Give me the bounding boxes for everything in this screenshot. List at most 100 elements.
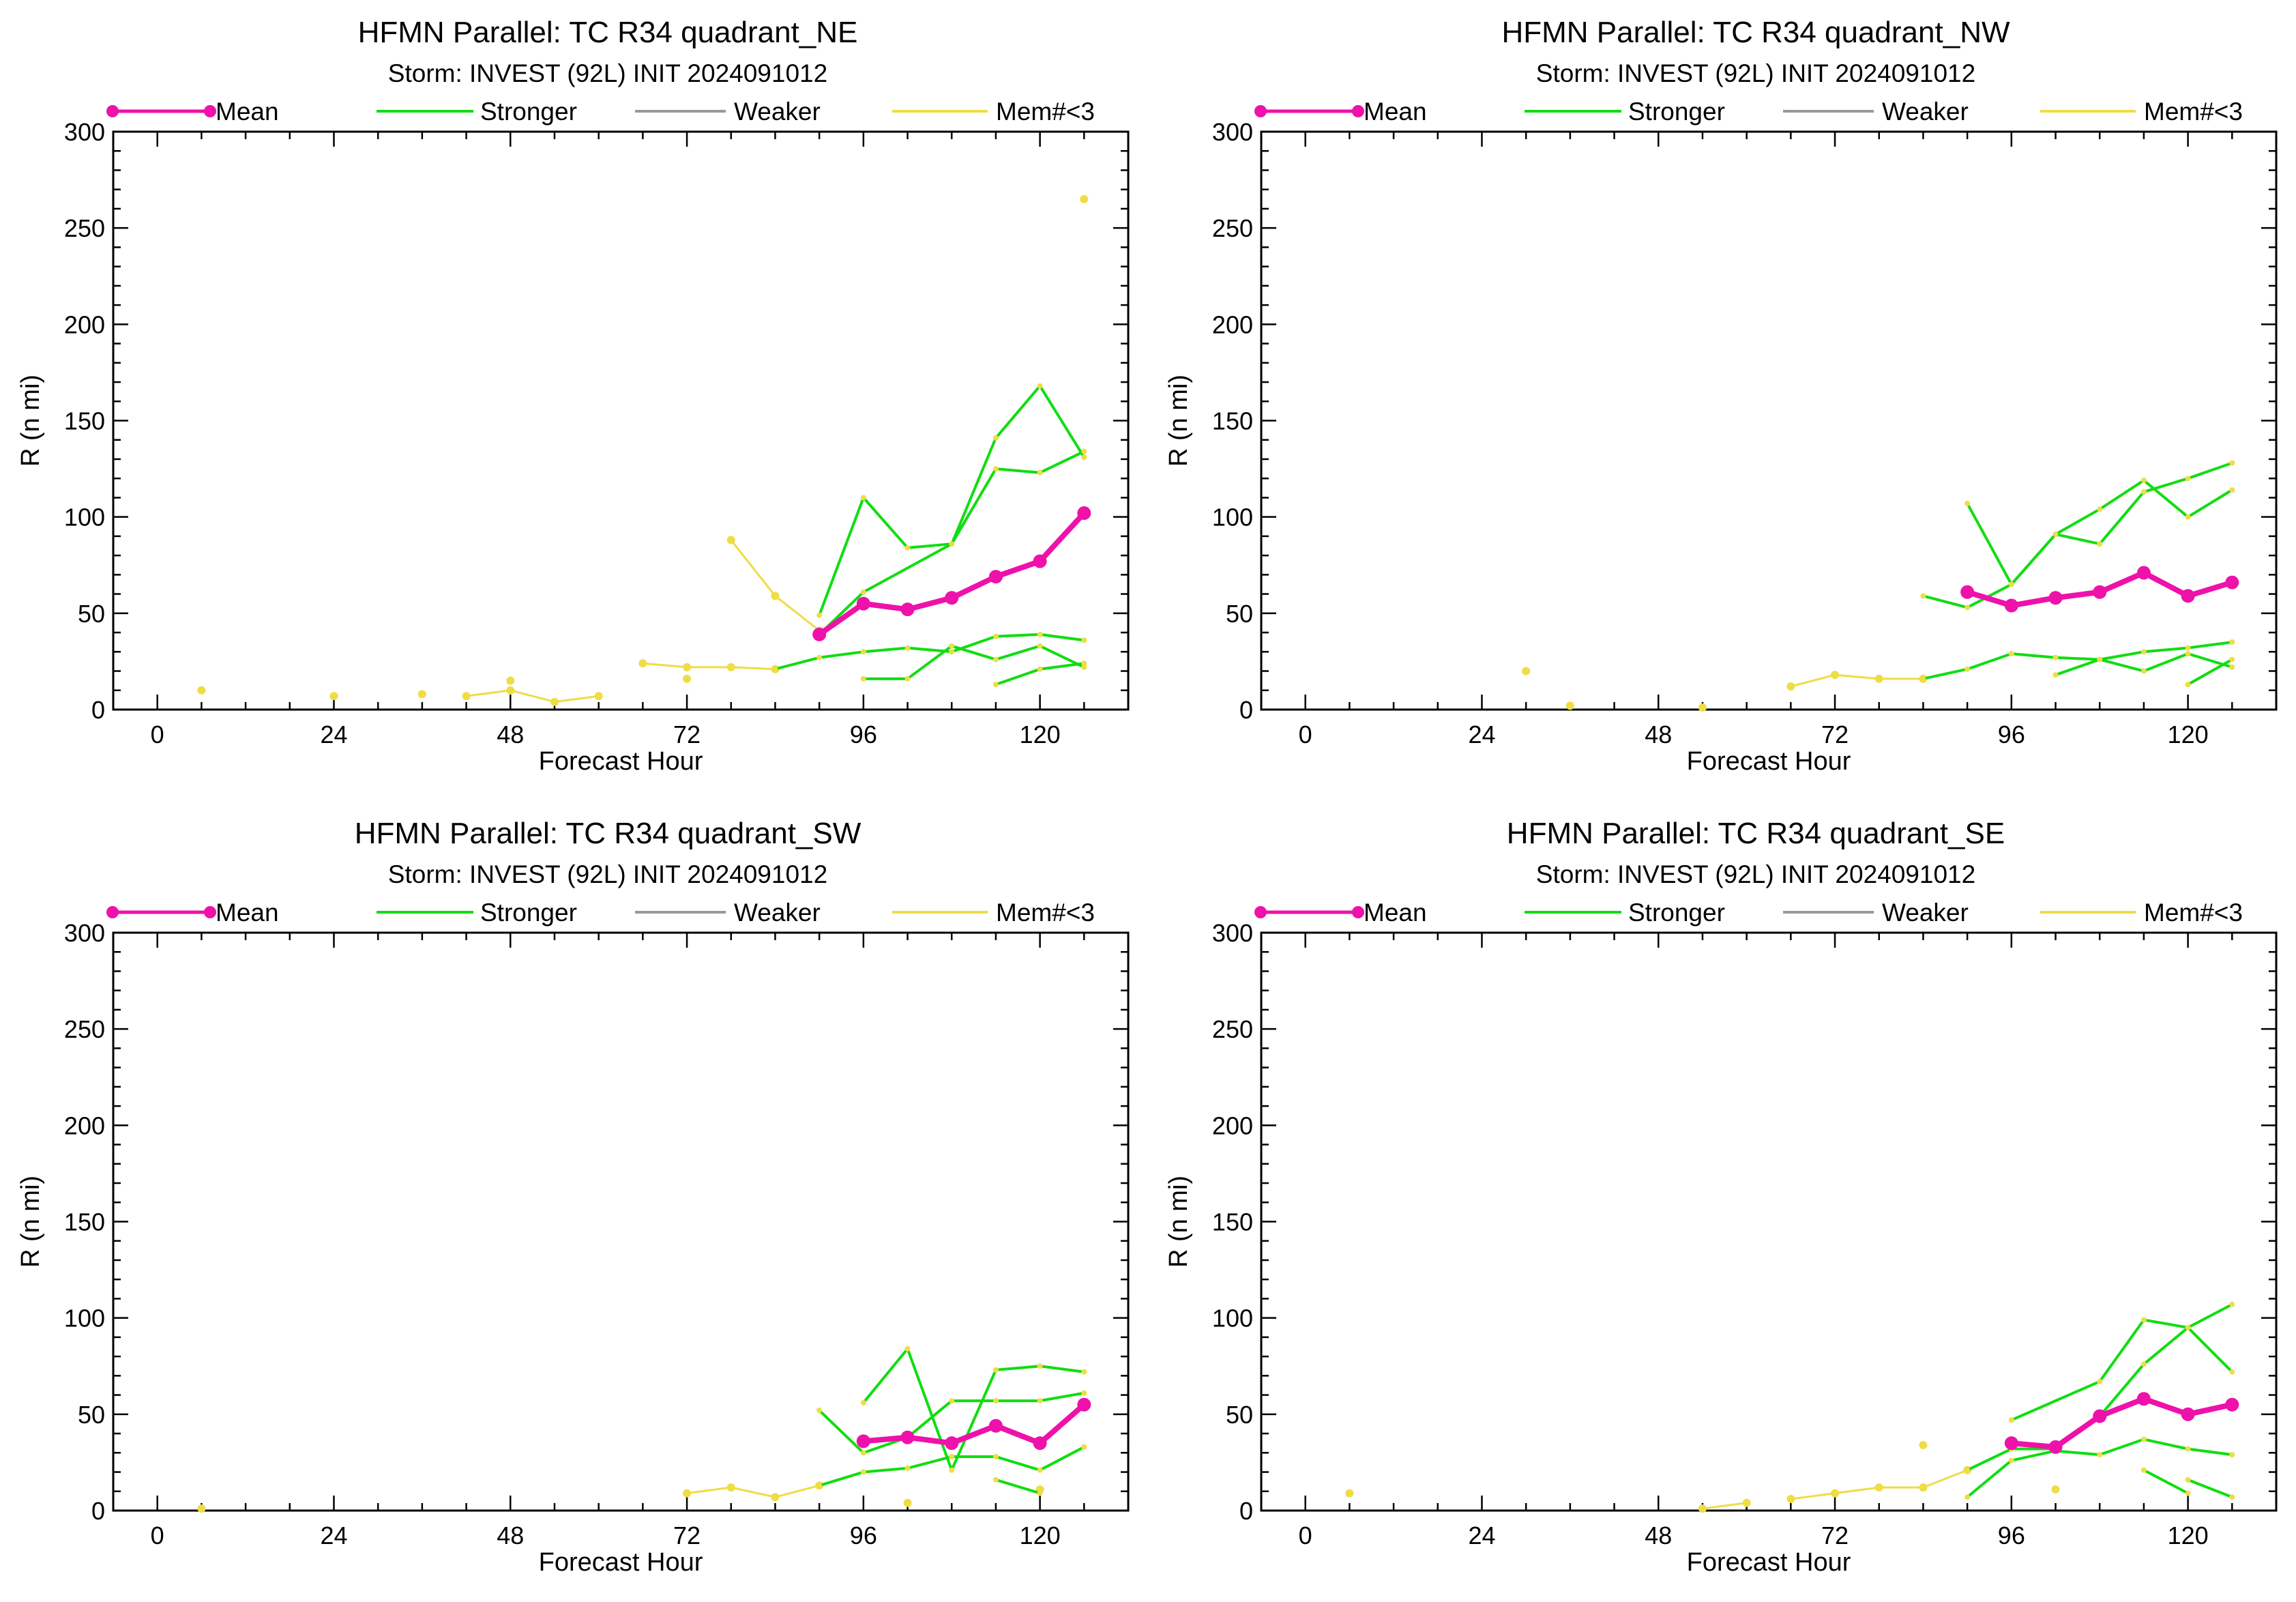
- y-tick-label: 50: [1226, 1401, 1253, 1429]
- data-point-stronger: [992, 1476, 999, 1483]
- data-point-stronger: [860, 589, 866, 595]
- data-point-stronger: [949, 1398, 955, 1404]
- data-point-stronger: [2229, 460, 2235, 466]
- series-line-stronger: [862, 1347, 1085, 1472]
- series-line-stronger: [818, 384, 1086, 616]
- data-point-stronger: [2229, 1301, 2235, 1307]
- data-point-mean: [988, 1418, 1003, 1433]
- data-point-stronger: [2229, 639, 2235, 645]
- data-point-stronger: [2185, 645, 2191, 651]
- data-point-mean: [2225, 1397, 2239, 1412]
- data-point-mean: [2004, 1436, 2018, 1451]
- series-line-few-members: [1790, 673, 1924, 688]
- x-tick-label: 120: [1020, 1521, 1061, 1549]
- series-line-mean: [817, 511, 1087, 637]
- series-line-few-members: [643, 662, 776, 671]
- data-point-stronger: [1037, 469, 1043, 476]
- data-point-few-members: [506, 676, 515, 685]
- y-tick-label: 300: [64, 919, 105, 947]
- legend-marker: [106, 105, 119, 117]
- data-point-few-members: [903, 1498, 912, 1507]
- series-line-stronger: [2187, 1478, 2233, 1499]
- data-point-few-members: [197, 1504, 206, 1513]
- x-tick-label: 0: [151, 1521, 164, 1549]
- data-point-stronger: [860, 649, 866, 655]
- data-point-stronger: [2052, 531, 2059, 538]
- data-point-stronger: [992, 633, 999, 639]
- data-point-few-members: [1919, 1483, 1928, 1492]
- data-point-few-members: [1522, 667, 1531, 675]
- series-line-stronger: [818, 450, 1085, 636]
- data-point-stronger: [992, 435, 999, 441]
- series-line-mean: [2011, 1396, 2233, 1450]
- legend-label-mean: Mean: [216, 899, 279, 927]
- data-point-few-members: [1786, 682, 1795, 691]
- data-point-few-members: [594, 692, 603, 701]
- data-point-stronger: [992, 1453, 999, 1459]
- data-point-stronger: [1964, 605, 1971, 611]
- data-point-few-members: [1874, 1483, 1883, 1492]
- data-point-stronger: [2140, 1317, 2147, 1323]
- data-point-stronger: [816, 1408, 823, 1414]
- data-point-stronger: [2008, 581, 2014, 587]
- legend-label-mean: Mean: [1364, 98, 1427, 126]
- series-line-stronger: [995, 1478, 1041, 1495]
- y-tick-label: 100: [64, 1305, 105, 1332]
- data-point-mean: [945, 591, 959, 605]
- data-point-few-members: [2051, 1485, 2060, 1494]
- data-point-stronger: [2140, 489, 2147, 495]
- x-tick-label: 48: [497, 720, 524, 748]
- legend: Mean Stronger Weaker Mem#<3: [1254, 899, 2243, 927]
- legend-label-few-members: Mem#<3: [996, 98, 1095, 126]
- data-point-stronger: [992, 656, 999, 662]
- data-point-stronger: [992, 466, 999, 472]
- y-tick-label: 200: [1212, 310, 1253, 338]
- legend-label-stronger: Stronger: [1628, 899, 1725, 927]
- x-tick-label: 72: [673, 720, 701, 748]
- data-point-stronger: [2185, 1324, 2191, 1330]
- legend-label-few-members: Mem#<3: [2144, 98, 2243, 126]
- data-point-stronger: [1920, 675, 1926, 682]
- chart-title: HFMN Parallel: TC R34 quadrant_SW: [355, 817, 862, 850]
- plot-frame: [1260, 931, 2278, 1512]
- legend-label-few-members: Mem#<3: [996, 899, 1095, 927]
- data-point-stronger: [2008, 1417, 2014, 1423]
- data-point-mean: [988, 570, 1003, 584]
- legend-label-mean: Mean: [1364, 899, 1427, 927]
- data-point-mean: [2225, 575, 2239, 589]
- chart-panel: HFMN Parallel: TC R34 quadrant_NW Storm: …: [1164, 16, 2278, 776]
- y-tick-label: 100: [64, 504, 105, 531]
- data-point-stronger: [2185, 682, 2191, 688]
- data-point-stronger: [1081, 637, 1087, 643]
- data-point-stronger: [2185, 514, 2191, 520]
- data-point-stronger: [992, 1367, 999, 1373]
- y-tick-label: 150: [64, 407, 105, 435]
- data-point-stronger: [860, 1469, 866, 1475]
- data-point-few-members: [683, 674, 692, 683]
- legend-label-mean: Mean: [216, 98, 279, 126]
- data-point-stronger: [1081, 1444, 1087, 1450]
- data-point-mean: [2004, 598, 2018, 613]
- chart-panel: HFMN Parallel: TC R34 quadrant_SE Storm: …: [1164, 817, 2278, 1577]
- data-point-mean: [1077, 506, 1091, 521]
- data-point-mean: [2181, 589, 2195, 603]
- x-tick-label: 96: [1998, 1521, 2025, 1549]
- data-point-mean: [2136, 1392, 2151, 1406]
- chart-title: HFMN Parallel: TC R34 quadrant_SE: [1507, 817, 2005, 850]
- y-tick-label: 100: [1212, 1305, 1253, 1332]
- series-group: [197, 1345, 1091, 1513]
- data-point-few-members: [771, 592, 780, 600]
- series-line-stronger: [1922, 461, 2233, 609]
- data-point-few-members: [1831, 1489, 1840, 1498]
- x-tick-label: 120: [1020, 720, 1061, 748]
- y-tick-label: 50: [1226, 600, 1253, 628]
- data-point-stronger: [2140, 1436, 2147, 1442]
- data-point-few-members: [197, 686, 206, 695]
- data-point-mean: [945, 1436, 959, 1451]
- data-point-few-members: [771, 1493, 780, 1502]
- data-point-stronger: [2052, 672, 2059, 678]
- data-point-stronger: [1964, 666, 1971, 672]
- data-point-few-members: [1345, 1489, 1354, 1498]
- legend-label-weaker: Weaker: [734, 98, 821, 126]
